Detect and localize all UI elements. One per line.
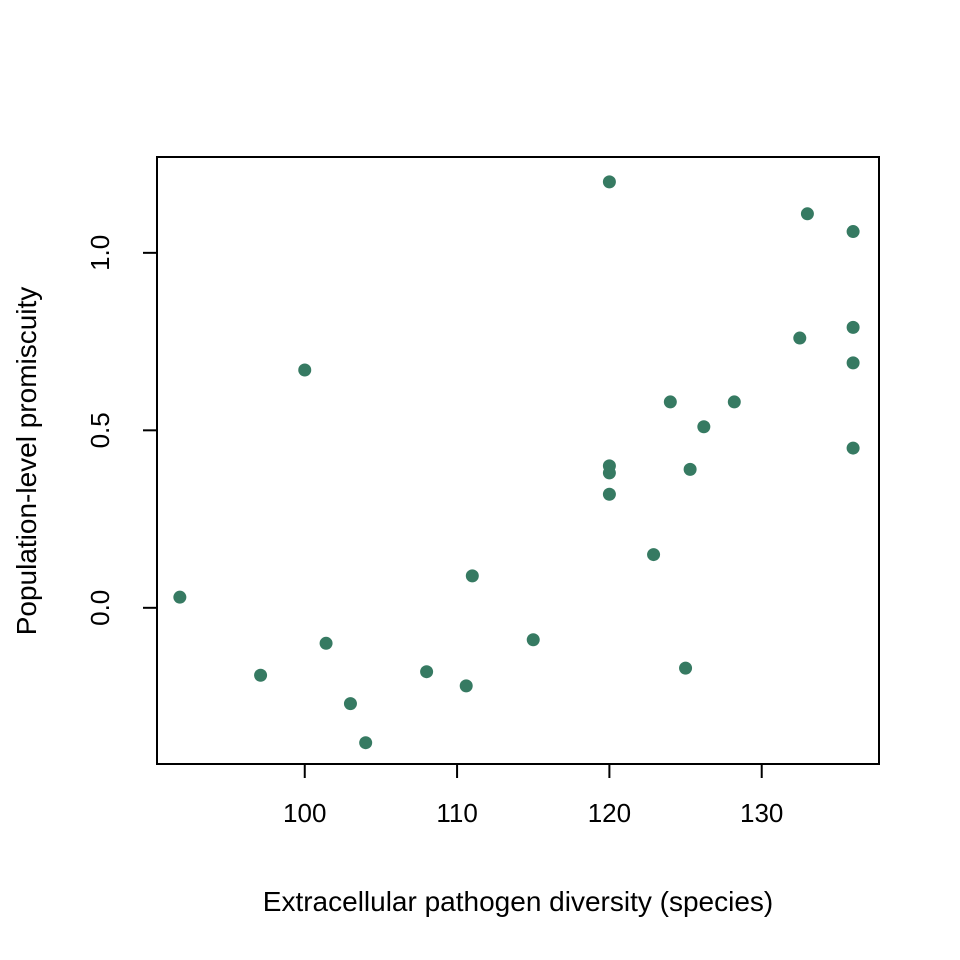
data-point (679, 661, 693, 675)
data-point (602, 466, 616, 480)
data-point (846, 441, 860, 455)
data-point (459, 679, 473, 693)
data-point (298, 363, 312, 377)
y-axis-label: Population-level promiscuity (11, 287, 42, 636)
data-point (846, 225, 860, 239)
y-tick-label: 0.0 (85, 590, 115, 626)
data-point (254, 668, 268, 682)
data-point (602, 487, 616, 501)
data-point (647, 548, 661, 562)
data-point (697, 420, 711, 434)
x-axis: 100 110 120 130 (283, 763, 783, 828)
data-point (602, 175, 616, 189)
data-point (526, 633, 540, 647)
y-tick-label: 1.0 (85, 235, 115, 271)
data-point (359, 736, 373, 750)
data-point (343, 697, 357, 711)
x-tick-label: 120 (588, 798, 631, 828)
y-axis: 0.0 0.5 1.0 (85, 235, 158, 626)
data-points (173, 175, 860, 750)
data-point (846, 356, 860, 370)
data-point (683, 462, 697, 476)
data-point (793, 331, 807, 345)
data-point (800, 207, 814, 221)
data-point (727, 395, 741, 409)
data-point (173, 590, 187, 604)
data-point (420, 665, 434, 679)
data-point (319, 636, 333, 650)
y-tick-label: 0.5 (85, 412, 115, 448)
x-tick-label: 100 (283, 798, 326, 828)
x-axis-label: Extracellular pathogen diversity (specie… (263, 886, 773, 917)
data-point (846, 320, 860, 334)
data-point (465, 569, 479, 583)
data-point (663, 395, 677, 409)
x-tick-label: 130 (740, 798, 783, 828)
x-tick-label: 110 (436, 798, 477, 828)
